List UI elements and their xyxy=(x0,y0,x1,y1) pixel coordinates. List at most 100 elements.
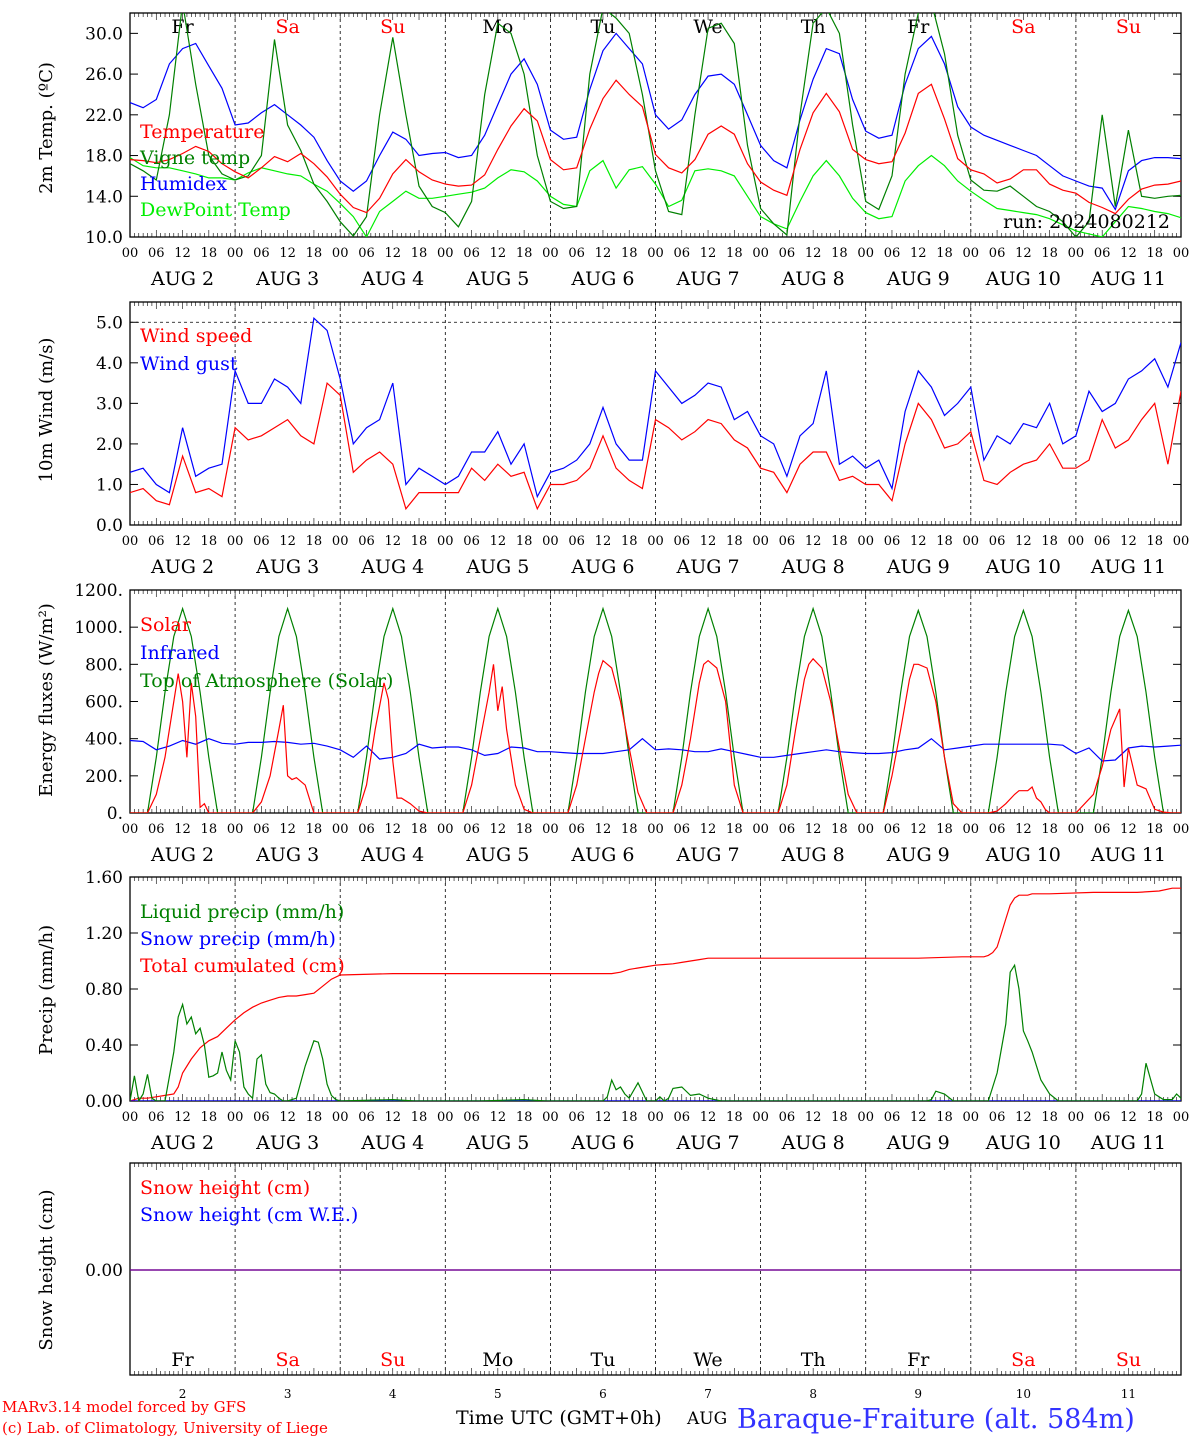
weekday-label: Mo xyxy=(482,1349,513,1371)
y-tick-label: 26.0 xyxy=(85,65,123,85)
date-label: AUG 3 xyxy=(255,268,319,290)
series-group xyxy=(130,13,1181,237)
hour-tick-label: 18 xyxy=(621,534,638,549)
hour-tick-label: 00 xyxy=(332,822,349,837)
y-tick-label: 400. xyxy=(85,730,123,750)
hour-tick-label: 06 xyxy=(253,1110,270,1125)
hour-tick-label: 18 xyxy=(1041,246,1058,261)
legend-entry: Vigne temp xyxy=(139,147,250,169)
y-tick-label: 1.0 xyxy=(96,475,123,495)
hour-tick-label: 18 xyxy=(936,1110,953,1125)
hour-tick-label: 00 xyxy=(332,246,349,261)
series-group xyxy=(130,606,1181,813)
hour-tick-label: 12 xyxy=(595,1110,612,1125)
series-line xyxy=(130,32,1181,211)
date-label: AUG 6 xyxy=(570,1132,634,1154)
hour-tick-label: 00 xyxy=(122,534,139,549)
y-tick-label: 800. xyxy=(85,655,123,675)
hour-tick-label: 00 xyxy=(857,246,874,261)
hour-tick-label: 06 xyxy=(148,1110,165,1125)
hour-tick-label: 06 xyxy=(358,822,375,837)
hour-tick-label: 00 xyxy=(1173,246,1190,261)
day-number-label: 5 xyxy=(494,1387,502,1401)
hour-tick-label: 12 xyxy=(174,822,191,837)
hour-tick-label: 00 xyxy=(542,534,559,549)
hour-tick-label: 12 xyxy=(384,246,401,261)
hour-tick-label: 00 xyxy=(1068,534,1085,549)
date-label: AUG 5 xyxy=(465,556,529,578)
day-number-label: 4 xyxy=(389,1387,397,1401)
y-tick-label: 4.0 xyxy=(96,354,123,374)
hour-tick-label: 00 xyxy=(122,822,139,837)
hour-tick-label: 06 xyxy=(148,822,165,837)
y-tick-label: 1.60 xyxy=(85,868,123,888)
hour-tick-label: 06 xyxy=(989,1110,1006,1125)
date-label: AUG 3 xyxy=(255,1132,319,1154)
weekday-label: Fr xyxy=(907,16,930,38)
hour-tick-label: 12 xyxy=(1015,246,1032,261)
station-label: Baraque-Fraiture (alt. 584m) xyxy=(737,1404,1135,1435)
day-number-label: 10 xyxy=(1016,1387,1031,1401)
hour-tick-label: 06 xyxy=(1094,1110,1111,1125)
hour-tick-label: 12 xyxy=(174,1110,191,1125)
hour-tick-label: 18 xyxy=(936,534,953,549)
hour-tick-label: 18 xyxy=(1146,1110,1163,1125)
hour-tick-label: 18 xyxy=(201,534,218,549)
series-line xyxy=(130,13,1181,237)
y-axis-label: 2m Temp. (ºC) xyxy=(36,62,57,194)
date-label: AUG 6 xyxy=(570,844,634,866)
hour-tick-label: 06 xyxy=(1094,822,1111,837)
hour-tick-label: 00 xyxy=(122,246,139,261)
hour-tick-label: 00 xyxy=(227,1110,244,1125)
hour-tick-label: 18 xyxy=(831,534,848,549)
series-line xyxy=(130,657,1181,813)
hour-tick-label: 18 xyxy=(1041,534,1058,549)
hour-tick-label: 18 xyxy=(411,534,428,549)
hour-tick-label: 00 xyxy=(963,1110,980,1125)
hour-tick-label: 06 xyxy=(779,534,796,549)
hour-tick-label: 18 xyxy=(831,822,848,837)
date-label: AUG 11 xyxy=(1090,268,1166,290)
hour-tick-label: 06 xyxy=(779,1110,796,1125)
date-label: AUG 11 xyxy=(1090,556,1166,578)
hour-tick-label: 18 xyxy=(516,822,533,837)
day-number-label: 9 xyxy=(914,1387,922,1401)
hour-tick-label: 00 xyxy=(752,1110,769,1125)
hour-tick-label: 00 xyxy=(542,246,559,261)
series-line xyxy=(130,381,1181,511)
hour-tick-label: 18 xyxy=(516,534,533,549)
day-number-label: 7 xyxy=(704,1387,712,1401)
hour-tick-label: 06 xyxy=(779,822,796,837)
hour-tick-label: 06 xyxy=(884,822,901,837)
hour-tick-label: 12 xyxy=(384,822,401,837)
weekday-label: Su xyxy=(380,1349,405,1371)
hour-tick-label: 06 xyxy=(1094,534,1111,549)
date-label: AUG 10 xyxy=(985,268,1061,290)
hour-tick-label: 00 xyxy=(1173,822,1190,837)
weekday-label: Tu xyxy=(590,1349,615,1371)
hour-tick-label: 12 xyxy=(910,246,927,261)
weekday-label: Su xyxy=(380,16,405,38)
hour-tick-label: 06 xyxy=(253,822,270,837)
date-label: AUG 10 xyxy=(985,1132,1061,1154)
hour-tick-label: 18 xyxy=(726,246,743,261)
series-line xyxy=(130,606,1181,813)
hour-tick-label: 00 xyxy=(122,1110,139,1125)
hour-tick-label: 00 xyxy=(857,822,874,837)
series-line xyxy=(130,154,1181,237)
weekday-label: Sa xyxy=(275,16,299,38)
hour-tick-label: 06 xyxy=(989,534,1006,549)
hour-tick-label: 12 xyxy=(490,1110,507,1125)
date-label: AUG 9 xyxy=(886,844,950,866)
y-tick-label: 0.40 xyxy=(85,1036,123,1056)
hour-tick-label: 12 xyxy=(595,534,612,549)
weekday-label: Su xyxy=(1116,16,1141,38)
weekday-label: Sa xyxy=(275,1349,299,1371)
chart-panel-2: 0.0 1.0 2.0 3.0 4.0 5.0 10m Wind (m/s) 00 06 12 18… xyxy=(36,301,1189,578)
hour-tick-label: 18 xyxy=(1041,1110,1058,1125)
hour-tick-label: 06 xyxy=(674,1110,691,1125)
chart-panel-4: 0.00 0.40 0.80 1.20 1.60 Precip (mm/h) 00 06 12 1… xyxy=(36,868,1189,1154)
date-label: AUG 9 xyxy=(886,1132,950,1154)
meteogram-panels: 10.014.018.022.026.030.02m Temp. (ºC)00 0… xyxy=(36,12,1190,1401)
